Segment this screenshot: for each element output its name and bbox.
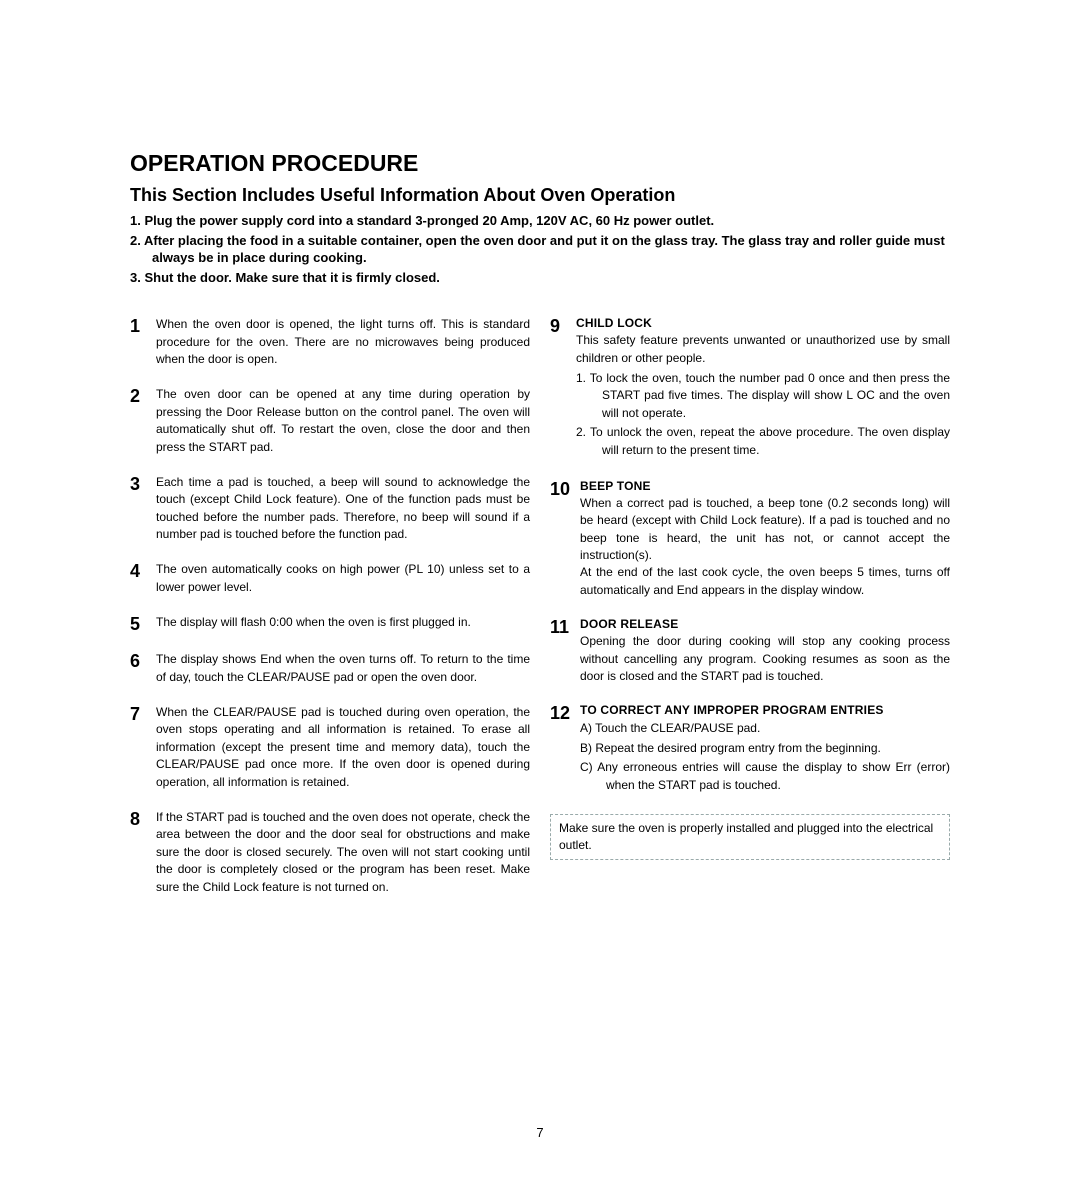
numbered-item: 10 BEEP TONE When a correct pad is touch… (550, 479, 950, 599)
sub-list: 1. To lock the oven, touch the number pa… (576, 370, 950, 459)
item-number: 2 (130, 386, 156, 405)
numbered-item: 8 If the START pad is touched and the ov… (130, 809, 530, 896)
main-title: OPERATION PROCEDURE (130, 150, 950, 177)
item-text: At the end of the last cook cycle, the o… (580, 564, 950, 599)
page-number: 7 (0, 1125, 1080, 1140)
item-text: Each time a pad is touched, a beep will … (156, 474, 530, 544)
two-column-layout: 1 When the oven door is opened, the ligh… (130, 316, 950, 914)
numbered-item: 1 When the oven door is opened, the ligh… (130, 316, 530, 368)
item-text: The oven door can be opened at any time … (156, 386, 530, 456)
numbered-item: 5 The display will flash 0:00 when the o… (130, 614, 530, 633)
item-text: When a correct pad is touched, a beep to… (580, 495, 950, 565)
item-number: 10 (550, 479, 580, 498)
item-number: 9 (550, 316, 576, 335)
item-text: When the oven door is opened, the light … (156, 316, 530, 368)
numbered-item: 12 TO CORRECT ANY IMPROPER PROGRAM ENTRI… (550, 703, 950, 796)
numbered-item: 7 When the CLEAR/PAUSE pad is touched du… (130, 704, 530, 791)
item-text: Opening the door during cooking will sto… (580, 633, 950, 685)
item-number: 4 (130, 561, 156, 580)
sub-item: 1. To lock the oven, touch the number pa… (576, 370, 950, 422)
item-text: This safety feature prevents unwanted or… (576, 332, 950, 367)
left-column: 1 When the oven door is opened, the ligh… (130, 316, 530, 914)
intro-list: 1. Plug the power supply cord into a sta… (130, 212, 950, 286)
item-number: 3 (130, 474, 156, 493)
sub-item: C) Any erroneous entries will cause the … (580, 759, 950, 794)
intro-item: 3. Shut the door. Make sure that it is f… (130, 269, 950, 287)
intro-item: 1. Plug the power supply cord into a sta… (130, 212, 950, 230)
sub-item: B) Repeat the desired program entry from… (580, 740, 950, 757)
item-text: The display shows End when the oven turn… (156, 651, 530, 686)
right-column: 9 CHILD LOCK This safety feature prevent… (550, 316, 950, 914)
sub-item: 2. To unlock the oven, repeat the above … (576, 424, 950, 459)
numbered-item: 6 The display shows End when the oven tu… (130, 651, 530, 686)
numbered-item: 4 The oven automatically cooks on high p… (130, 561, 530, 596)
section-subtitle: This Section Includes Useful Information… (130, 185, 950, 206)
item-number: 5 (130, 614, 156, 633)
note-box: Make sure the oven is properly installed… (550, 814, 950, 860)
numbered-item: 3 Each time a pad is touched, a beep wil… (130, 474, 530, 544)
item-text: The oven automatically cooks on high pow… (156, 561, 530, 596)
item-text: When the CLEAR/PAUSE pad is touched duri… (156, 704, 530, 791)
item-number: 11 (550, 617, 580, 636)
item-text: The display will flash 0:00 when the ove… (156, 614, 530, 631)
item-number: 6 (130, 651, 156, 670)
intro-item: 2. After placing the food in a suitable … (130, 232, 950, 267)
sub-list: A) Touch the CLEAR/PAUSE pad. B) Repeat … (580, 720, 950, 794)
item-number: 12 (550, 703, 580, 722)
item-heading: BEEP TONE (580, 479, 950, 493)
numbered-item: 2 The oven door can be opened at any tim… (130, 386, 530, 456)
numbered-item: 11 DOOR RELEASE Opening the door during … (550, 617, 950, 685)
item-heading: TO CORRECT ANY IMPROPER PROGRAM ENTRIES (580, 703, 950, 717)
item-number: 1 (130, 316, 156, 335)
item-heading: CHILD LOCK (576, 316, 950, 330)
page-content: OPERATION PROCEDURE This Section Include… (130, 150, 950, 914)
item-heading: DOOR RELEASE (580, 617, 950, 631)
sub-item: A) Touch the CLEAR/PAUSE pad. (580, 720, 950, 737)
item-text: If the START pad is touched and the oven… (156, 809, 530, 896)
numbered-item: 9 CHILD LOCK This safety feature prevent… (550, 316, 950, 461)
item-number: 7 (130, 704, 156, 723)
item-number: 8 (130, 809, 156, 828)
